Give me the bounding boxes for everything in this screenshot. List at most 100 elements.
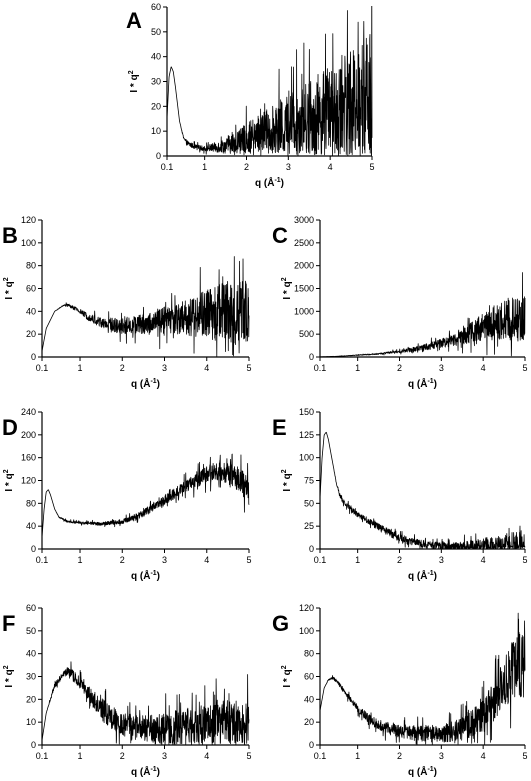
panel-d: D 0 40 80 120 160 200 240 0.1 1 2 3 4 5 q (Å-1) I * q2 (2, 407, 252, 582)
y-tick-label-b-4: 80 (26, 261, 36, 271)
y-tick-label-a-5: 50 (151, 27, 161, 37)
panel-g: G 0 20 40 60 80 100 120 0.1 1 2 3 4 5 q (Å-1) I * q2 (272, 603, 528, 778)
y-tick-label-g-0: 0 (309, 740, 314, 750)
y-tick-label-f-6: 60 (26, 603, 36, 613)
x-tick-label-b-2: 2 (120, 363, 125, 373)
x-tick-label-c-3: 3 (439, 363, 444, 373)
x-tick-label-d-5: 5 (246, 555, 251, 565)
y-tick-label-e-4: 100 (299, 453, 314, 463)
panel-f: F 0 10 20 30 40 50 60 0.1 1 2 3 4 5 q (Å-1) I * q2 (2, 603, 252, 778)
y-tick-label-a-4: 40 (151, 52, 161, 62)
y-tick-label-f-0: 0 (31, 740, 36, 750)
x-axis-title-b: q (Å-1) (131, 377, 160, 390)
series-line-f (42, 661, 250, 745)
x-axis-title-d: q (Å-1) (131, 569, 160, 582)
panel-letter-e: E (272, 415, 287, 440)
y-axis-title-c: I * q2 (281, 277, 293, 299)
x-axis-title-f: q (Å-1) (131, 765, 160, 778)
x-tick-label-a-1: 1 (202, 162, 207, 172)
y-tick-label-d-5: 200 (21, 430, 36, 440)
x-tick-label-a-4: 4 (328, 162, 333, 172)
y-tick-label-f-5: 50 (26, 626, 36, 636)
y-tick-label-d-0: 0 (31, 544, 36, 554)
x-tick-label-e-1: 1 (355, 555, 360, 565)
x-tick-label-c-5: 5 (522, 363, 527, 373)
series-line-e (320, 431, 526, 549)
y-tick-label-e-1: 25 (304, 521, 314, 531)
y-tick-label-a-1: 10 (151, 126, 161, 136)
series-line-g (320, 612, 526, 745)
x-axis-title-c: q (Å-1) (408, 377, 437, 390)
y-tick-label-g-2: 40 (304, 694, 314, 704)
y-axis-title-d: I * q2 (3, 469, 15, 491)
series-line-c (320, 272, 526, 357)
y-tick-label-c-0: 0 (309, 352, 314, 362)
y-axis-title-g: I * q2 (281, 665, 293, 687)
panel-letter-a: A (126, 8, 142, 33)
x-tick-label-e-4: 4 (481, 555, 486, 565)
x-tick-label-b-0: 0.1 (36, 363, 49, 373)
y-tick-label-c-1: 500 (299, 329, 314, 339)
y-tick-label-b-3: 60 (26, 284, 36, 294)
y-tick-label-c-2: 1000 (294, 306, 314, 316)
panel-b: B 0 20 40 60 80 100 120 0.1 1 2 3 4 5 q (Å-1) I * q2 (2, 215, 252, 390)
y-tick-label-f-4: 40 (26, 649, 36, 659)
y-tick-label-f-3: 30 (26, 672, 36, 682)
y-axis-title-e: I * q2 (281, 469, 293, 491)
x-axis-title-e: q (Å-1) (408, 569, 437, 582)
panel-letter-d: D (2, 415, 18, 440)
x-axis-title-a: q (Å-1) (255, 176, 284, 189)
y-tick-label-g-6: 120 (299, 603, 314, 613)
x-tick-label-f-3: 3 (162, 751, 167, 761)
y-tick-label-f-2: 20 (26, 694, 36, 704)
panel-e: E 0 25 50 75 100 125 150 0.1 1 2 3 4 5 q (Å-1) I * q2 (272, 407, 528, 582)
panel-letter-f: F (2, 611, 15, 636)
y-tick-label-c-3: 1500 (294, 284, 314, 294)
x-tick-label-b-1: 1 (78, 363, 83, 373)
y-axis-title-a: I * q2 (128, 70, 140, 92)
x-tick-label-b-3: 3 (162, 363, 167, 373)
x-tick-label-f-0: 0.1 (36, 751, 49, 761)
x-tick-label-f-4: 4 (204, 751, 209, 761)
x-tick-label-b-5: 5 (246, 363, 251, 373)
y-tick-label-b-6: 120 (21, 215, 36, 225)
y-tick-label-c-5: 2500 (294, 238, 314, 248)
y-tick-label-e-2: 50 (304, 498, 314, 508)
x-tick-label-c-0: 0.1 (314, 363, 327, 373)
panel-letter-c: C (272, 223, 288, 248)
y-tick-label-e-6: 150 (299, 407, 314, 417)
y-tick-label-d-3: 120 (21, 476, 36, 486)
y-tick-label-a-3: 30 (151, 77, 161, 87)
x-tick-label-a-2: 2 (244, 162, 249, 172)
series-line-d (42, 453, 250, 538)
x-tick-label-a-3: 3 (286, 162, 291, 172)
x-tick-label-g-2: 2 (397, 751, 402, 761)
series-line-a (167, 6, 373, 156)
y-tick-label-e-3: 75 (304, 476, 314, 486)
y-tick-label-a-0: 0 (156, 151, 161, 161)
y-tick-label-g-3: 60 (304, 672, 314, 682)
y-tick-label-b-5: 100 (21, 238, 36, 248)
series-line-b (42, 256, 250, 357)
x-tick-label-e-0: 0.1 (314, 555, 327, 565)
y-tick-label-c-6: 3000 (294, 215, 314, 225)
y-tick-label-d-6: 240 (21, 407, 36, 417)
x-tick-label-e-5: 5 (522, 555, 527, 565)
x-tick-label-g-5: 5 (522, 751, 527, 761)
x-tick-label-d-1: 1 (78, 555, 83, 565)
y-tick-label-e-5: 125 (299, 430, 314, 440)
y-tick-label-d-4: 160 (21, 453, 36, 463)
x-tick-label-c-1: 1 (355, 363, 360, 373)
y-tick-label-d-2: 80 (26, 498, 36, 508)
x-tick-label-d-3: 3 (162, 555, 167, 565)
x-tick-label-g-0: 0.1 (314, 751, 327, 761)
x-tick-label-e-3: 3 (439, 555, 444, 565)
x-axis-title-g: q (Å-1) (408, 765, 437, 778)
x-tick-label-b-4: 4 (204, 363, 209, 373)
y-tick-label-b-0: 0 (31, 352, 36, 362)
y-tick-label-b-1: 20 (26, 329, 36, 339)
y-tick-label-f-1: 10 (26, 717, 36, 727)
x-tick-label-f-5: 5 (246, 751, 251, 761)
y-tick-label-a-2: 20 (151, 101, 161, 111)
